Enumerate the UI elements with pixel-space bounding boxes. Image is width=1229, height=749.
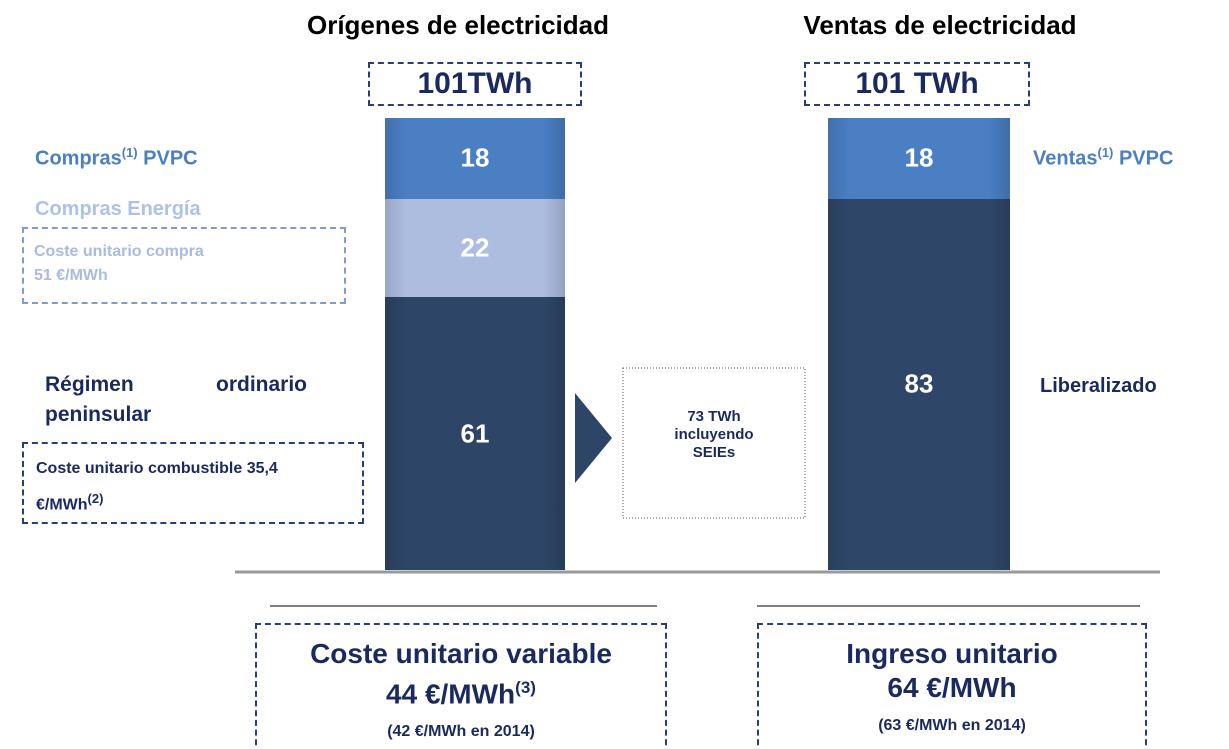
- superscript: (3): [515, 678, 536, 697]
- note: Coste unitario combustible 35,4 €/MWh(2): [36, 454, 336, 520]
- footer-value: 44 €/MWh(3): [257, 671, 665, 711]
- bar-segment: [828, 118, 1010, 199]
- footer-box: Ingreso unitario 64 €/MWh (63 €/MWh en 2…: [757, 623, 1147, 749]
- series-name: Liberalizado: [1040, 375, 1157, 397]
- value-label: 83: [904, 368, 934, 399]
- series-name: Compras Energía: [35, 198, 201, 220]
- footer-note: (63 €/MWh en 2014): [878, 717, 1026, 734]
- total-label: 101 TWh: [804, 62, 1030, 106]
- footer-title: Ingreso unitario: [846, 638, 1058, 669]
- footer-value: 64 €/MWh: [887, 672, 1017, 703]
- note-box: [22, 227, 346, 304]
- value-label: 22: [460, 232, 490, 263]
- footer-note: (42 €/MWh en 2014): [387, 723, 535, 741]
- series-label: Ventas(1) PVPC: [1033, 145, 1173, 171]
- bar-segment: [385, 118, 565, 199]
- bar-segment: [385, 198, 565, 297]
- annotation-box: [622, 367, 806, 519]
- value-label: 18: [460, 142, 490, 173]
- superscript: (1): [1097, 145, 1114, 160]
- series-name: PVPC: [143, 147, 198, 170]
- footer-title: Coste unitario variable: [310, 638, 612, 669]
- note: Coste unitario compra 51 €/MWh: [34, 240, 204, 288]
- note-text: Coste unitario combustible 35,4 €/MWh: [36, 460, 278, 514]
- series-name: PVPC: [1118, 147, 1174, 170]
- chart-title: Ventas de electricidad: [803, 10, 1077, 40]
- superscript: (2): [87, 491, 104, 506]
- annotation: 73 TWh incluyendo SEIEs: [674, 408, 754, 461]
- series-label: Compras(1) PVPC: [35, 145, 198, 171]
- note-box: [22, 442, 364, 524]
- note-line: Coste unitario compra: [34, 243, 204, 260]
- series-name: Ventas: [1033, 147, 1098, 170]
- value-label: 18: [904, 142, 934, 173]
- footer-box: Coste unitario variable 44 €/MWh(3) (42 …: [255, 623, 667, 749]
- note-line: 51 €/MWh: [34, 267, 108, 284]
- series-name: Régimen ordinario peninsular: [45, 373, 307, 426]
- series-name: Compras: [35, 147, 122, 170]
- chart-title: Orígenes de electricidad: [306, 10, 609, 40]
- total-label: 101TWh: [368, 62, 582, 106]
- arrow: [575, 393, 612, 483]
- bar-segment: [828, 198, 1010, 570]
- footer-value-text: 44 €/MWh: [386, 678, 516, 710]
- bar-segment: [385, 297, 565, 570]
- superscript: (1): [121, 145, 138, 160]
- value-label: 61: [460, 418, 490, 448]
